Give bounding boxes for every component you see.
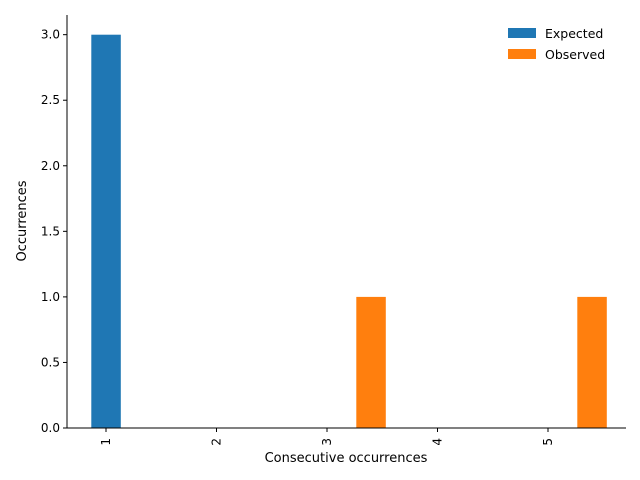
x-tick-label: 3 (320, 438, 334, 446)
x-tick-label: 5 (541, 438, 555, 446)
legend-label-expected: Expected (545, 26, 603, 41)
legend-label-observed: Observed (545, 47, 605, 62)
y-tick-label: 3.0 (41, 28, 60, 42)
y-tick-label: 2.5 (41, 93, 60, 107)
y-ticks-group: 0.0 0.5 1.0 1.5 2.0 2.5 3.0 (41, 28, 67, 435)
bar-observed-3 (356, 296, 386, 428)
y-tick-label: 0.0 (41, 421, 60, 435)
y-tick-label: 1.5 (41, 224, 60, 238)
bar-observed-5 (577, 296, 607, 428)
bar-expected-1 (91, 34, 121, 428)
bars-group (91, 34, 607, 428)
x-tick-label: 2 (210, 438, 224, 446)
y-axis-label: Occurrences (15, 180, 30, 261)
y-tick-label: 2.0 (41, 159, 60, 173)
x-tick-label: 4 (431, 438, 445, 446)
legend-swatch-expected (508, 28, 536, 38)
legend-swatch-observed (508, 49, 536, 59)
legend: Expected Observed (508, 26, 605, 62)
x-ticks-group: 1 2 3 4 5 (99, 428, 555, 446)
x-tick-label: 1 (99, 438, 113, 446)
x-axis-label: Consecutive occurrences (265, 451, 428, 466)
y-tick-label: 1.0 (41, 290, 60, 304)
y-tick-label: 0.5 (41, 355, 60, 369)
